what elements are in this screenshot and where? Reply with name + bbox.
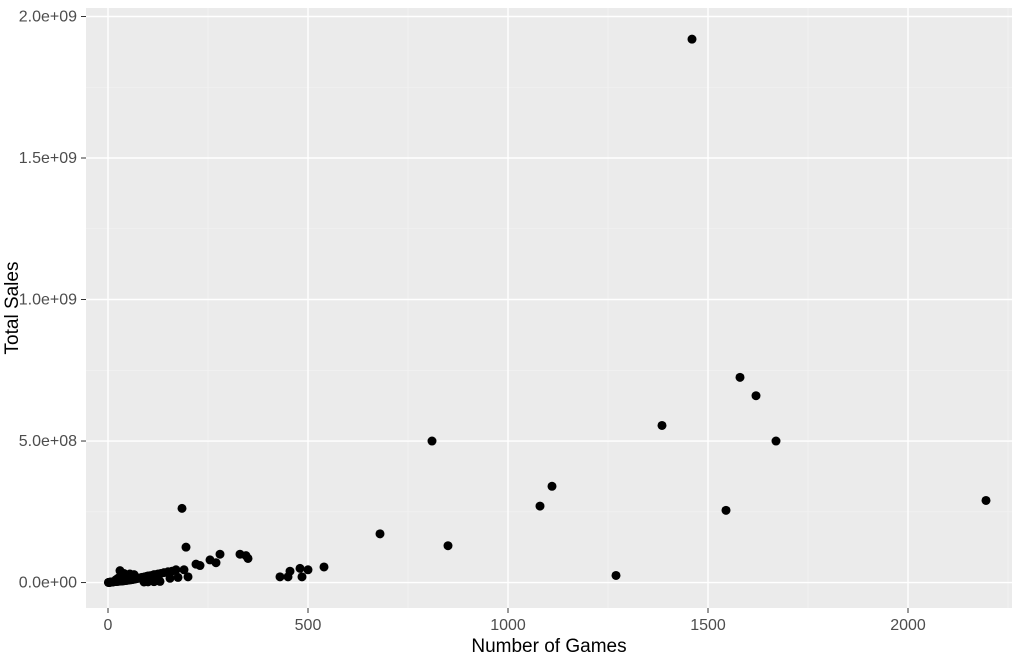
data-point: [612, 571, 621, 580]
data-point: [982, 496, 991, 505]
data-point: [174, 573, 183, 582]
y-axis-label: Total Sales: [2, 262, 23, 355]
data-point: [296, 564, 305, 573]
scatter-chart: 0 500 1000 1500 2000 0.0e+00 5.0e+08 1.0e+09 1.5…: [0, 0, 1024, 660]
y-tick-label: 5.0e+08: [19, 433, 77, 450]
y-tick-label: 1.0e+09: [19, 292, 77, 309]
plot-panel: [86, 8, 1012, 608]
data-point: [112, 575, 121, 584]
data-point: [548, 482, 557, 491]
y-tick-label: 2.0e+09: [19, 8, 77, 25]
data-point: [298, 572, 307, 581]
x-tick-label: 1000: [490, 617, 526, 634]
data-point: [428, 437, 437, 446]
data-point: [178, 504, 187, 513]
data-point: [320, 562, 329, 571]
data-point: [130, 570, 139, 579]
x-tick-label: 1500: [690, 617, 726, 634]
data-point: [184, 572, 193, 581]
data-point: [284, 572, 293, 581]
data-point: [244, 554, 253, 563]
data-point: [216, 550, 225, 559]
x-tick-label: 2000: [890, 617, 926, 634]
data-point: [658, 421, 667, 430]
data-point: [182, 543, 191, 552]
y-tick-label: 1.5e+09: [19, 150, 77, 167]
data-point: [376, 529, 385, 538]
data-point: [444, 541, 453, 550]
data-point: [536, 502, 545, 511]
data-point: [276, 572, 285, 581]
data-point: [212, 558, 221, 567]
data-point: [196, 561, 205, 570]
data-point: [140, 577, 149, 586]
data-point: [772, 437, 781, 446]
data-point: [166, 574, 175, 583]
y-tick-label: 0.0e+00: [19, 575, 77, 592]
data-point: [722, 506, 731, 515]
x-tick-label: 500: [295, 617, 322, 634]
chart-svg: 0 500 1000 1500 2000 0.0e+00 5.0e+08 1.0e+09 1.5…: [0, 0, 1024, 660]
data-point: [736, 373, 745, 382]
x-axis-label: Number of Games: [471, 636, 626, 657]
data-point: [688, 35, 697, 44]
data-point: [304, 565, 313, 574]
data-point: [752, 391, 761, 400]
x-tick-label: 0: [104, 617, 113, 634]
